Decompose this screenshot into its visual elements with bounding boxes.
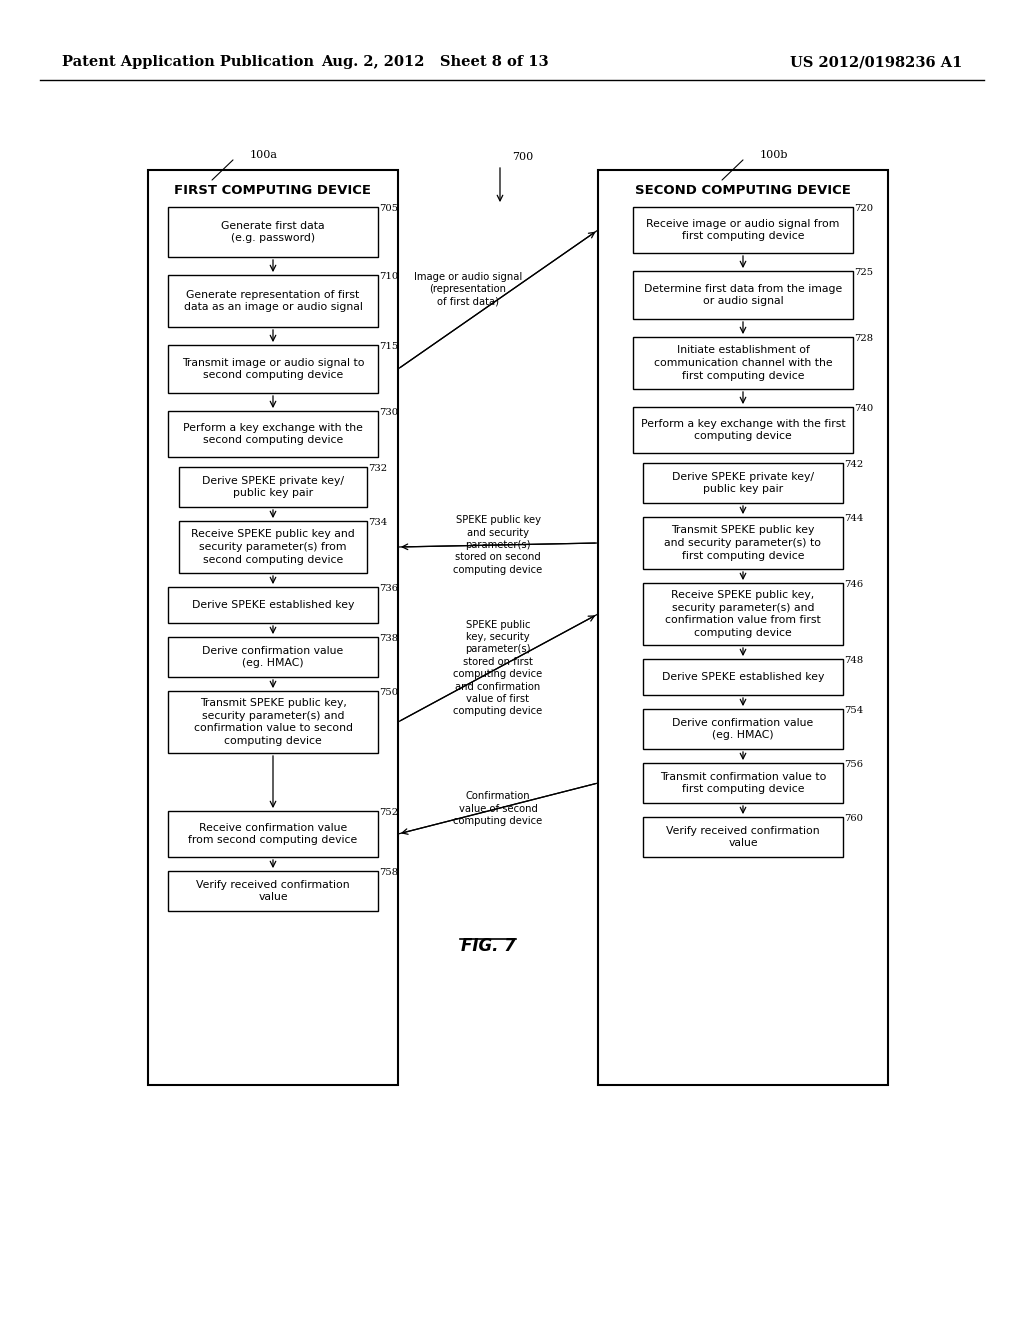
Text: 752: 752 — [379, 808, 398, 817]
Text: Perform a key exchange with the first
computing device: Perform a key exchange with the first co… — [641, 418, 846, 441]
Text: 732: 732 — [368, 465, 387, 473]
Bar — [598, 170, 888, 1085]
Text: 734: 734 — [368, 517, 387, 527]
Text: 100a: 100a — [250, 150, 278, 160]
Text: FIRST COMPUTING DEVICE: FIRST COMPUTING DEVICE — [174, 185, 372, 198]
Text: Generate representation of first
data as an image or audio signal: Generate representation of first data as… — [183, 289, 362, 313]
Text: US 2012/0198236 A1: US 2012/0198236 A1 — [790, 55, 963, 69]
Bar — [148, 170, 398, 1085]
Text: 736: 736 — [379, 583, 398, 593]
Text: Verify received confirmation
value: Verify received confirmation value — [667, 825, 820, 849]
Text: Receive confirmation value
from second computing device: Receive confirmation value from second c… — [188, 822, 357, 845]
Bar — [633, 337, 853, 389]
Text: 742: 742 — [844, 459, 863, 469]
Bar — [179, 467, 367, 507]
Text: 744: 744 — [844, 513, 863, 523]
Bar — [643, 709, 843, 748]
Text: Perform a key exchange with the
second computing device: Perform a key exchange with the second c… — [183, 422, 362, 445]
Bar — [643, 763, 843, 803]
Bar — [168, 275, 378, 327]
Text: 728: 728 — [854, 334, 873, 343]
Text: 700: 700 — [512, 152, 534, 162]
Text: 760: 760 — [844, 814, 863, 822]
Text: 705: 705 — [379, 205, 398, 213]
Text: SPEKE public key
and security
parameter(s)
stored on second
computing device: SPEKE public key and security parameter(… — [454, 515, 543, 574]
Text: Initiate establishment of
communication channel with the
first computing device: Initiate establishment of communication … — [653, 346, 833, 380]
Text: 710: 710 — [379, 272, 398, 281]
Bar — [168, 690, 378, 752]
Text: 100b: 100b — [760, 150, 788, 160]
Text: Patent Application Publication: Patent Application Publication — [62, 55, 314, 69]
Text: Verify received confirmation
value: Verify received confirmation value — [197, 879, 350, 903]
Text: 746: 746 — [844, 579, 863, 589]
Text: Receive SPEKE public key,
security parameter(s) and
confirmation value from firs: Receive SPEKE public key, security param… — [666, 590, 821, 638]
Text: Generate first data
(e.g. password): Generate first data (e.g. password) — [221, 220, 325, 243]
Bar — [168, 207, 378, 257]
Bar — [179, 521, 367, 573]
Text: 748: 748 — [844, 656, 863, 665]
Bar — [643, 817, 843, 857]
Text: 720: 720 — [854, 205, 873, 213]
Text: SECOND COMPUTING DEVICE: SECOND COMPUTING DEVICE — [635, 185, 851, 198]
Text: Derive confirmation value
(eg. HMAC): Derive confirmation value (eg. HMAC) — [673, 718, 814, 741]
Text: Transmit image or audio signal to
second computing device: Transmit image or audio signal to second… — [181, 358, 365, 380]
Bar — [168, 871, 378, 911]
Text: Derive confirmation value
(eg. HMAC): Derive confirmation value (eg. HMAC) — [203, 645, 344, 668]
Text: Transmit SPEKE public key,
security parameter(s) and
confirmation value to secon: Transmit SPEKE public key, security para… — [194, 698, 352, 746]
Bar — [643, 659, 843, 696]
Text: Transmit SPEKE public key
and security parameter(s) to
first computing device: Transmit SPEKE public key and security p… — [665, 525, 821, 561]
Text: 754: 754 — [844, 706, 863, 715]
Text: Determine first data from the image
or audio signal: Determine first data from the image or a… — [644, 284, 842, 306]
Bar — [643, 517, 843, 569]
Text: Image or audio signal
(representation
of first data): Image or audio signal (representation of… — [414, 272, 522, 306]
Text: 730: 730 — [379, 408, 398, 417]
Text: Transmit confirmation value to
first computing device: Transmit confirmation value to first com… — [659, 772, 826, 795]
Text: Confirmation
value of second
computing device: Confirmation value of second computing d… — [454, 791, 543, 826]
Text: Derive SPEKE established key: Derive SPEKE established key — [191, 601, 354, 610]
Text: Receive image or audio signal from
first computing device: Receive image or audio signal from first… — [646, 219, 840, 242]
Text: SPEKE public
key, security
parameter(s)
stored on first
computing device
and con: SPEKE public key, security parameter(s) … — [454, 619, 543, 717]
Bar — [643, 463, 843, 503]
Text: FIG. 7: FIG. 7 — [461, 937, 515, 954]
Text: Receive SPEKE public key and
security parameter(s) from
second computing device: Receive SPEKE public key and security pa… — [191, 529, 355, 565]
Text: 715: 715 — [379, 342, 398, 351]
Text: 725: 725 — [854, 268, 873, 277]
Bar — [633, 407, 853, 453]
Bar — [168, 810, 378, 857]
Bar — [168, 638, 378, 677]
Bar — [643, 583, 843, 645]
Text: Derive SPEKE private key/
public key pair: Derive SPEKE private key/ public key pai… — [672, 471, 814, 495]
Bar — [633, 271, 853, 319]
Text: Aug. 2, 2012   Sheet 8 of 13: Aug. 2, 2012 Sheet 8 of 13 — [322, 55, 549, 69]
Text: 740: 740 — [854, 404, 873, 413]
Text: 738: 738 — [379, 634, 398, 643]
Text: 758: 758 — [379, 869, 398, 876]
Text: Derive SPEKE private key/
public key pair: Derive SPEKE private key/ public key pai… — [202, 475, 344, 499]
Bar — [168, 411, 378, 457]
Bar — [633, 207, 853, 253]
Bar — [168, 345, 378, 393]
Bar — [168, 587, 378, 623]
Text: Derive SPEKE established key: Derive SPEKE established key — [662, 672, 824, 682]
Text: 750: 750 — [379, 688, 398, 697]
Text: 756: 756 — [844, 760, 863, 770]
